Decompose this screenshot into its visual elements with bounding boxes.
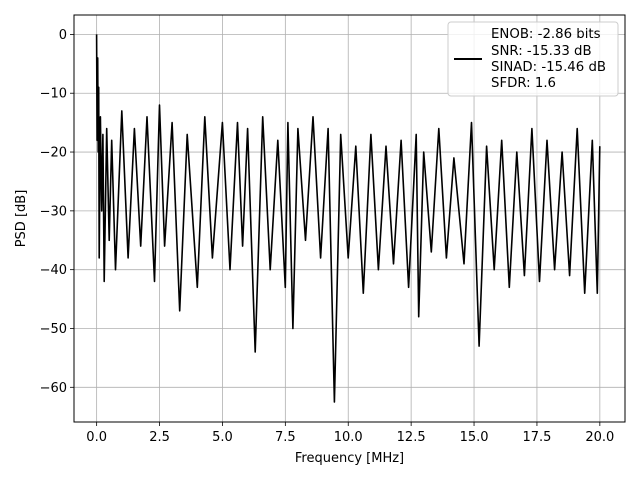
y-tick-label: −30 [40, 204, 67, 219]
y-tick-label: −60 [40, 381, 67, 396]
series-layer [95, 34, 601, 403]
legend: ENOB: -2.86 bits SNR: -15.33 dB SINAD: -… [447, 21, 619, 97]
legend-snr-text: SNR: -15.33 dB [491, 44, 592, 59]
x-tick-label: 20.0 [585, 430, 614, 445]
x-tick-label: 17.5 [522, 430, 551, 445]
y-tick-label: −20 [40, 146, 67, 161]
x-tick-label: 15.0 [460, 430, 489, 445]
y-tick-label: −10 [40, 87, 67, 102]
legend-enob-text: ENOB: -2.86 bits [491, 27, 601, 42]
y-tick-label: −50 [40, 322, 67, 337]
legend-sfdr-text: SFDR: 1.6 [491, 76, 556, 91]
x-tick-label: 10.0 [334, 430, 363, 445]
legend-box [447, 21, 619, 97]
y-axis-label: PSD [dB] [14, 190, 29, 248]
axis-ticks: 0.0 2.5 5.0 7.5 10.0 12.5 15.0 17.5 20.0 0 −10 −20 −… [40, 28, 615, 445]
x-tick-label: 2.5 [149, 430, 170, 445]
x-axis-label: Frequency [MHz] [295, 451, 404, 466]
x-tick-label: 0.0 [86, 430, 107, 445]
x-tick-label: 7.5 [275, 430, 296, 445]
x-tick-label: 12.5 [397, 430, 426, 445]
x-tick-label: 5.0 [212, 430, 233, 445]
y-tick-label: −40 [40, 263, 67, 278]
legend-sinad-text: SINAD: -15.46 dB [491, 60, 606, 75]
plot-frame [73, 14, 626, 423]
psd-series-line [95, 34, 601, 403]
y-tick-label: 0 [59, 28, 67, 43]
